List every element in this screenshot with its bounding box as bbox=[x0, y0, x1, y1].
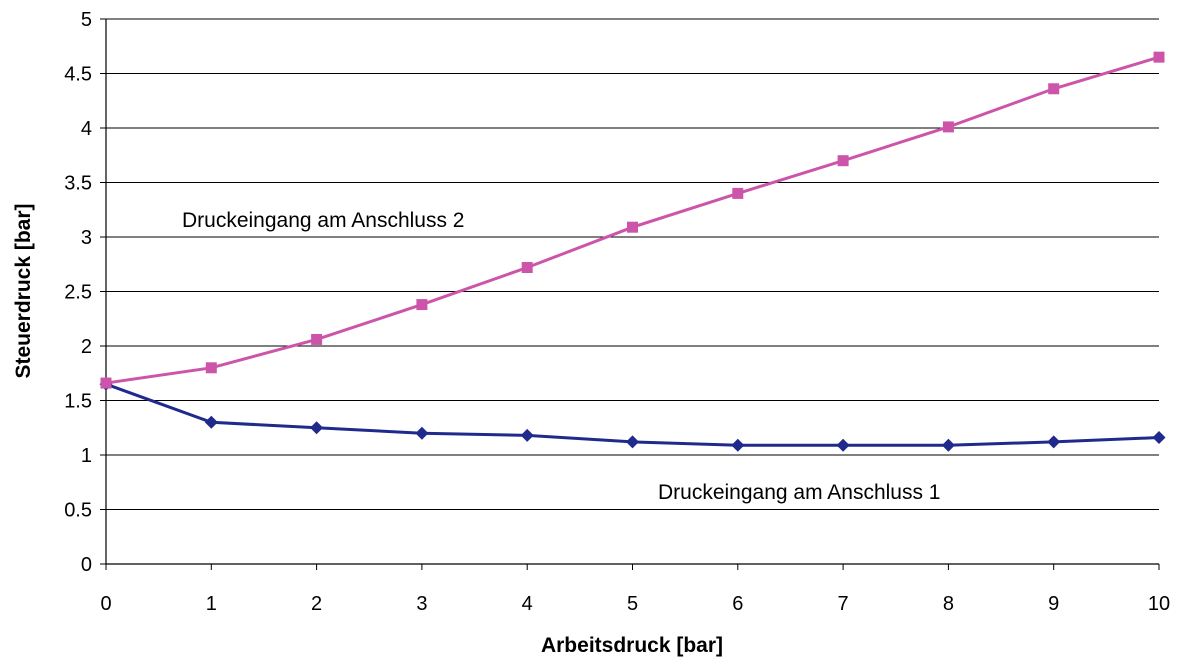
data-point-diamond bbox=[204, 415, 218, 429]
series-label-anschluss-1: Druckeingang am Anschluss 1 bbox=[658, 481, 941, 504]
x-tick-label: 2 bbox=[311, 593, 322, 615]
x-tick-label: 3 bbox=[416, 593, 427, 615]
data-point-diamond bbox=[1152, 431, 1166, 445]
y-tick-label: 1 bbox=[81, 445, 92, 467]
x-axis-title: Arbeitsdruck [bar] bbox=[541, 634, 723, 657]
data-point-square bbox=[205, 362, 217, 374]
y-tick-label: 2.5 bbox=[64, 282, 92, 304]
gridlines bbox=[106, 18, 1159, 510]
data-point-square bbox=[521, 262, 533, 274]
y-tick-labels: 0 0.5 1 1.5 2 2.5 3 3.5 4 4.5 5 bbox=[64, 9, 92, 576]
y-tick-label: 0.5 bbox=[64, 500, 92, 522]
y-axis-title: Steuerdruck [bar] bbox=[12, 203, 35, 378]
x-tick-label: 4 bbox=[522, 593, 533, 615]
data-point-square bbox=[416, 299, 428, 311]
data-point-square bbox=[1153, 51, 1165, 63]
data-point-diamond bbox=[941, 438, 955, 452]
data-point-diamond bbox=[520, 428, 534, 442]
axes bbox=[100, 18, 1160, 570]
y-tick-label: 3 bbox=[81, 227, 92, 249]
data-point-square bbox=[732, 187, 744, 199]
series bbox=[99, 51, 1166, 452]
data-point-square bbox=[627, 221, 638, 233]
data-point-square bbox=[1048, 83, 1060, 95]
x-tick-label: 6 bbox=[732, 593, 743, 615]
data-point-square bbox=[837, 155, 849, 167]
data-point-diamond bbox=[415, 426, 429, 440]
data-point-diamond bbox=[626, 435, 639, 449]
y-tick-label: 0 bbox=[81, 554, 92, 576]
data-point-square bbox=[311, 333, 323, 345]
y-tick-label: 4.5 bbox=[64, 64, 92, 86]
x-tick-label: 8 bbox=[943, 593, 954, 615]
y-tick-label: 3.5 bbox=[64, 173, 92, 195]
x-tick-label: 1 bbox=[206, 593, 217, 615]
x-tick-labels: 0 1 2 3 4 5 6 7 8 9 10 bbox=[100, 593, 1170, 615]
y-tick-label: 5 bbox=[81, 9, 92, 31]
data-point-diamond bbox=[836, 438, 850, 452]
data-point-diamond bbox=[310, 421, 324, 435]
data-point-square bbox=[100, 377, 112, 389]
x-tick-label: 10 bbox=[1148, 593, 1170, 615]
x-tick-label: 0 bbox=[100, 593, 111, 615]
x-tick-label: 9 bbox=[1048, 593, 1059, 615]
y-tick-label: 2 bbox=[81, 336, 92, 358]
x-tick-label: 5 bbox=[627, 593, 638, 615]
series-labels: Druckeingang am Anschluss 1 Druckeingang … bbox=[182, 209, 941, 504]
series-label-anschluss-2: Druckeingang am Anschluss 2 bbox=[182, 209, 465, 232]
y-tick-label: 4 bbox=[81, 118, 92, 140]
x-tick-label: 7 bbox=[838, 593, 849, 615]
data-point-square bbox=[942, 121, 954, 133]
y-tick-label: 1.5 bbox=[64, 391, 92, 413]
data-point-diamond bbox=[1047, 435, 1061, 449]
data-point-diamond bbox=[731, 438, 745, 452]
